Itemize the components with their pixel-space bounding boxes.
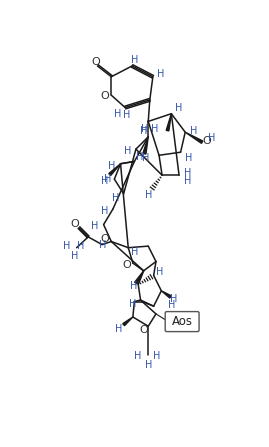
Text: H: H <box>123 110 130 120</box>
Text: O: O <box>122 260 131 270</box>
Text: H: H <box>168 299 176 310</box>
Text: H: H <box>184 168 191 178</box>
Text: H: H <box>99 240 107 250</box>
Text: H: H <box>136 152 143 162</box>
Text: H: H <box>134 351 141 361</box>
Text: H: H <box>190 126 197 135</box>
Text: H: H <box>157 69 164 80</box>
Text: H: H <box>77 241 84 251</box>
Text: O: O <box>91 57 100 67</box>
Polygon shape <box>134 271 144 284</box>
Text: H: H <box>71 251 78 261</box>
Text: Aos: Aos <box>172 315 193 328</box>
Text: H: H <box>63 241 70 251</box>
Text: H: H <box>185 153 192 163</box>
Text: H: H <box>101 177 109 186</box>
Polygon shape <box>166 114 171 131</box>
Text: H: H <box>140 127 147 136</box>
Text: H: H <box>208 133 216 143</box>
Text: H: H <box>170 294 177 304</box>
Text: H: H <box>151 124 158 134</box>
Text: H: H <box>144 360 152 371</box>
Text: H: H <box>101 206 108 216</box>
FancyBboxPatch shape <box>165 312 199 332</box>
Text: O: O <box>202 135 211 146</box>
Text: H: H <box>141 124 148 134</box>
Text: H: H <box>132 55 139 65</box>
Polygon shape <box>161 291 171 298</box>
Text: O: O <box>139 325 148 335</box>
Text: O: O <box>100 234 109 244</box>
Text: H: H <box>108 161 115 171</box>
Polygon shape <box>185 132 203 143</box>
Text: H: H <box>142 153 150 163</box>
Text: O: O <box>70 219 79 229</box>
Text: H: H <box>175 103 183 113</box>
Text: H: H <box>104 174 111 184</box>
Text: H: H <box>115 325 123 334</box>
Text: H: H <box>153 351 160 361</box>
Polygon shape <box>109 164 121 176</box>
Polygon shape <box>143 137 148 154</box>
Text: H: H <box>156 267 164 277</box>
Text: H: H <box>132 247 139 257</box>
Text: H: H <box>130 281 137 291</box>
Text: H: H <box>144 190 152 200</box>
Text: H: H <box>129 299 137 309</box>
Text: H: H <box>114 109 121 119</box>
Text: O: O <box>100 91 109 101</box>
Text: H: H <box>112 194 120 203</box>
Text: H: H <box>184 176 191 186</box>
Polygon shape <box>123 317 133 326</box>
Text: H: H <box>124 146 131 156</box>
Text: H: H <box>91 221 98 231</box>
